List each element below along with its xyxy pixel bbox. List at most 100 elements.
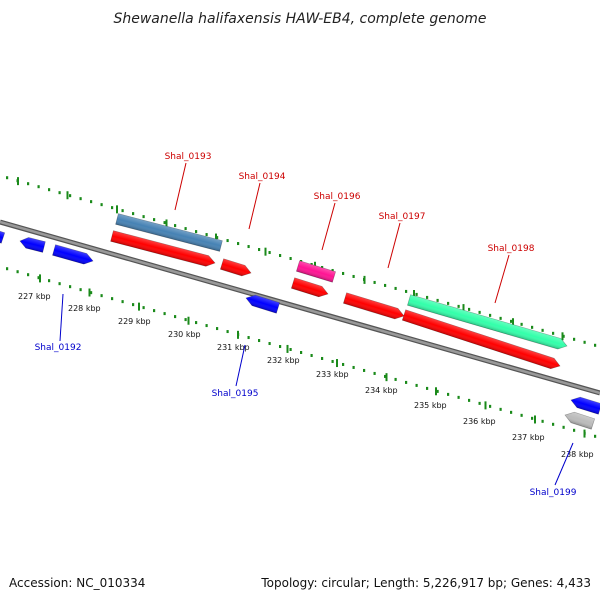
- label-leader-line: [174, 162, 187, 211]
- gene-arrow: [401, 309, 561, 370]
- gene-arrow: [110, 230, 216, 267]
- kbp-label: 235 kbp: [414, 401, 447, 410]
- tick-dot: [48, 188, 51, 192]
- tick-dot: [184, 318, 187, 322]
- tick-dot: [541, 328, 544, 332]
- tick-dot: [184, 227, 187, 231]
- tick-dot: [100, 203, 103, 207]
- gene-features: [0, 213, 600, 430]
- tick-dot: [384, 283, 387, 287]
- tick-dot: [531, 325, 534, 329]
- gene-label: Shal_0196: [314, 192, 361, 202]
- gene-label: Shal_0195: [212, 389, 259, 399]
- gene-arrow: [290, 277, 329, 298]
- kbp-label: 234 kbp: [365, 386, 398, 395]
- kbp-scale-labels: 227 kbp 228 kbp 229 kbp 230 kbp 231 kbp 232 k…: [18, 292, 594, 459]
- label-leader-line: [387, 222, 401, 269]
- tick-dot: [195, 230, 198, 234]
- tick-dot: [531, 416, 534, 420]
- kbp-label: 228 kbp: [68, 304, 101, 313]
- tick-dot: [226, 330, 229, 334]
- tick-dot: [510, 319, 513, 323]
- kbp-label: 238 kbp: [561, 450, 594, 459]
- tick-dot: [478, 401, 481, 405]
- gene-arrow: [219, 258, 252, 277]
- tick-dot: [27, 273, 30, 277]
- topology-text: Topology: circular; Length: 5,226,917 bp…: [260, 576, 591, 590]
- tick-dot: [415, 383, 418, 387]
- gene-arrow: [115, 213, 223, 252]
- gene-arrow: [19, 237, 46, 253]
- tick-dot: [142, 306, 145, 310]
- tick-dot: [373, 371, 376, 375]
- tick-dot: [153, 309, 156, 313]
- tick-dot: [405, 289, 408, 293]
- tick-dot: [279, 345, 282, 349]
- tick-dot: [562, 334, 565, 338]
- kbp-label: 229 kbp: [118, 317, 151, 326]
- tick-dot: [468, 398, 471, 402]
- kbp-label: 227 kbp: [18, 292, 51, 301]
- tick-dot: [111, 297, 114, 301]
- accession-text: Accession: NC_010334: [9, 576, 145, 590]
- label-leader-line: [554, 442, 574, 486]
- tick-dot: [352, 274, 355, 278]
- tick-dot: [415, 292, 418, 296]
- tick-dot: [426, 295, 429, 299]
- lower-tick-track: [6, 267, 597, 438]
- gene-label: Shal_0199: [530, 488, 577, 498]
- tick-dot: [373, 280, 376, 284]
- tick-dot: [520, 413, 523, 417]
- tick-dot: [163, 221, 166, 225]
- tick-dot: [195, 321, 198, 325]
- tick-dot: [79, 288, 82, 292]
- tick-dot: [48, 279, 51, 283]
- tick-dot: [69, 285, 72, 289]
- tick-dot: [27, 182, 30, 186]
- gene-arrow: [564, 411, 596, 430]
- label-leader-line: [321, 202, 336, 251]
- tick-dot: [310, 353, 313, 357]
- tick-dot: [268, 342, 271, 346]
- tick-dot: [142, 215, 145, 219]
- tick-dot: [100, 294, 103, 298]
- tick-dot: [436, 389, 439, 393]
- tick-dot: [468, 307, 471, 311]
- tick-dot: [447, 392, 450, 396]
- gene-labels: Shal_0193 Shal_0194 Shal_0196 Shal_0197 Shal…: [35, 152, 577, 498]
- gene-arrow: [52, 244, 94, 265]
- upper-tick-track: [6, 176, 597, 347]
- tick-dot: [37, 276, 40, 280]
- tick-dot: [237, 242, 240, 246]
- tick-dot: [594, 434, 597, 438]
- tick-dot: [573, 337, 576, 341]
- kbp-label: 233 kbp: [316, 370, 349, 379]
- tick-dot: [289, 348, 292, 352]
- tick-dot: [258, 339, 261, 343]
- gene-label: Shal_0198: [488, 244, 535, 254]
- tick-dot: [552, 422, 555, 426]
- label-leader-line: [494, 254, 510, 304]
- gene-arrow: [343, 292, 405, 320]
- tick-dot: [289, 257, 292, 261]
- tick-dot: [247, 245, 250, 249]
- tick-dot: [541, 419, 544, 423]
- tick-dot: [247, 336, 250, 340]
- gene-arrow: [245, 294, 281, 314]
- tick-dot: [352, 365, 355, 369]
- label-leader-line: [59, 293, 64, 342]
- tick-dot: [583, 340, 586, 344]
- tick-dot: [405, 380, 408, 384]
- tick-dot: [489, 404, 492, 408]
- tick-dot: [174, 315, 177, 319]
- tick-dot: [342, 362, 345, 366]
- tick-dot: [205, 324, 208, 328]
- gene-label: Shal_0193: [165, 152, 212, 162]
- tick-dot: [216, 236, 219, 240]
- tick-dot: [121, 209, 124, 213]
- tick-dot: [132, 303, 135, 307]
- tick-dot: [499, 316, 502, 320]
- tick-dot: [499, 407, 502, 411]
- tick-dot: [90, 200, 93, 204]
